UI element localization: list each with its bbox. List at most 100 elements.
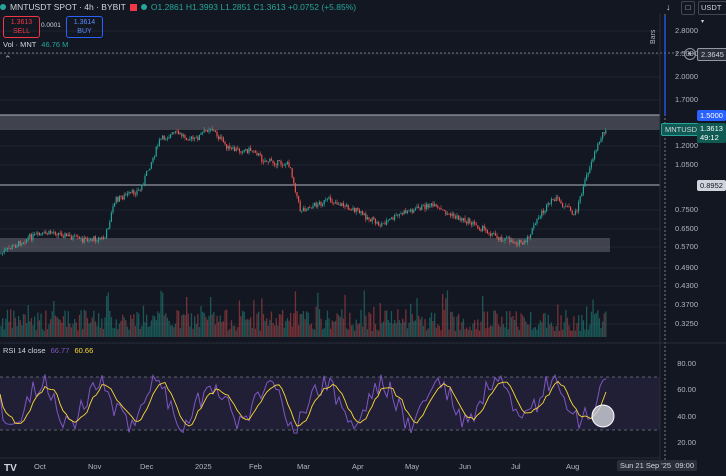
candle-body — [602, 132, 604, 139]
volume-bar — [328, 318, 330, 337]
candle-body — [304, 208, 306, 211]
support-zone[interactable] — [0, 238, 610, 252]
volume-bar — [254, 328, 257, 337]
candle-body — [163, 135, 165, 140]
candle-body — [149, 168, 151, 171]
volume-bar — [315, 306, 317, 337]
maximize-icon[interactable]: □ — [681, 1, 695, 15]
candle-body — [307, 207, 309, 210]
volume-bar — [568, 325, 570, 337]
volume-bar — [592, 299, 594, 337]
candle-body — [309, 207, 311, 208]
volume-bar — [466, 327, 468, 337]
volume-bar — [229, 328, 231, 337]
volume-bar — [534, 326, 537, 337]
rsi-value-1: 66.77 — [50, 346, 70, 355]
candle-body — [251, 150, 253, 152]
candle-body — [120, 196, 122, 198]
buy-label: BUY — [77, 28, 92, 35]
candle-body — [554, 199, 556, 202]
volume-bar — [51, 311, 53, 337]
volume-bar — [299, 313, 301, 337]
level-mid-tag: 0.8952 — [697, 180, 726, 191]
volume-bar — [597, 310, 599, 337]
symbol-header: MNTUSDT SPOT · 4h · BYBIT O1.2861 H1.399… — [0, 0, 660, 14]
candle-body — [427, 203, 429, 208]
candle-body — [430, 203, 432, 206]
candle-body — [458, 215, 460, 220]
volume-bar — [165, 313, 167, 337]
candle-body — [26, 239, 28, 243]
candle-body — [550, 199, 552, 204]
symbol-title[interactable]: MNTUSDT SPOT · 4h · BYBIT — [10, 2, 126, 12]
rsi-legend[interactable]: RSI 14 close 66.77 60.66 — [3, 346, 93, 355]
candle-body — [539, 216, 541, 218]
candle-body — [27, 237, 29, 240]
volume-bar — [250, 317, 252, 337]
candle-body — [94, 236, 96, 242]
sell-button[interactable]: 1.3613 SELL — [3, 16, 40, 38]
candle-body — [206, 130, 208, 132]
arrow-down-icon[interactable]: ↓ — [666, 2, 671, 12]
measure-label: Bars — [650, 29, 657, 44]
volume-legend[interactable]: Vol · MNT 46.76 M — [3, 40, 68, 49]
candle-body — [562, 203, 564, 207]
candle-body — [344, 206, 346, 207]
volume-bar — [54, 315, 57, 337]
candle-body — [142, 184, 144, 185]
volume-bar — [10, 309, 12, 337]
volume-bar — [235, 330, 237, 337]
volume-bar — [355, 319, 357, 337]
candle-body — [478, 228, 480, 230]
candle-body — [125, 194, 127, 196]
volume-bar — [288, 320, 290, 337]
candle-body — [171, 132, 173, 135]
tradingview-logo[interactable]: TV — [4, 463, 17, 474]
candle-body — [331, 201, 333, 203]
volume-bar — [269, 319, 271, 337]
volume-bar — [98, 313, 100, 337]
volume-bar — [187, 313, 189, 337]
flag-icon[interactable] — [129, 3, 137, 11]
candle-body — [547, 203, 549, 205]
volume-bar — [138, 313, 140, 337]
currency-dropdown[interactable]: USDT ▾ — [698, 1, 726, 25]
volume-bar — [398, 320, 401, 337]
volume-bar — [566, 317, 569, 337]
volume-bar — [286, 318, 289, 337]
buy-button[interactable]: 1.3614 BUY — [66, 16, 103, 38]
candle-body — [405, 210, 407, 213]
collapse-icon[interactable]: ⌃ — [4, 54, 12, 64]
volume-bar — [418, 315, 420, 337]
volume-bar — [493, 310, 495, 337]
candle-body — [366, 217, 368, 220]
volume-bar — [85, 310, 87, 337]
volume-bar — [61, 322, 63, 337]
candle-body — [514, 242, 516, 244]
plus-circle-icon[interactable]: + — [684, 48, 696, 60]
candle-body — [74, 235, 76, 237]
volume-bar — [392, 323, 394, 337]
time-cursor-tag: Sun 21 Sep '25 09:00 — [617, 460, 697, 471]
volume-bar — [104, 317, 106, 337]
candle-body — [482, 225, 484, 231]
volume-bar — [197, 314, 199, 337]
volume-bar — [216, 315, 218, 337]
volume-bar — [442, 293, 444, 337]
volume-bar — [59, 319, 61, 337]
volume-bar — [296, 310, 298, 337]
volume-bar — [494, 310, 497, 337]
candle-body — [232, 147, 234, 149]
volume-bar — [163, 315, 165, 337]
volume-bar — [35, 330, 37, 337]
candle-body — [72, 236, 74, 240]
candle-body — [323, 200, 325, 205]
candle-body — [488, 233, 490, 235]
resistance-zone[interactable] — [0, 115, 660, 130]
candle-body — [378, 222, 380, 226]
candle-body — [259, 153, 261, 156]
volume-bar — [322, 329, 324, 337]
candle-body — [46, 233, 48, 235]
volume-bar — [110, 317, 113, 337]
